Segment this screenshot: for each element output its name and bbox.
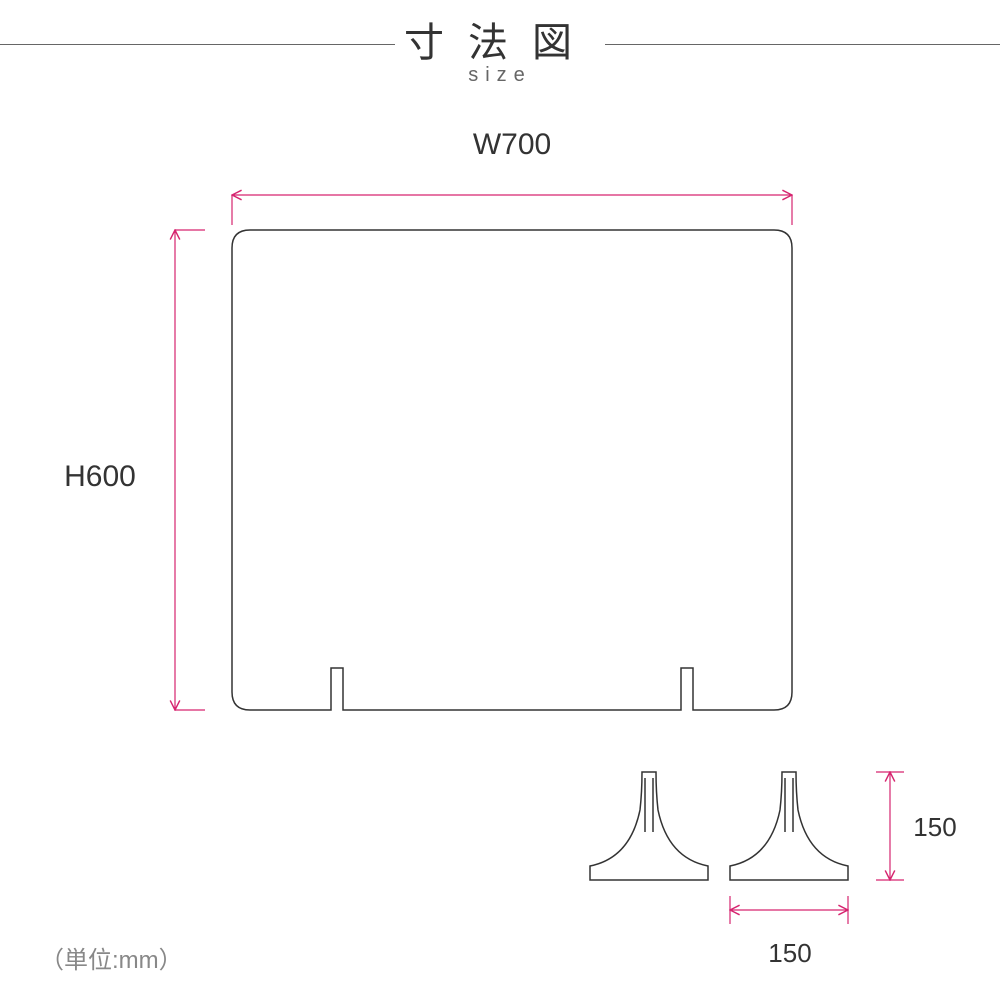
diagram-svg [0,0,1000,1000]
foot-2 [730,772,848,880]
panel-outline [232,230,792,710]
height-dimension [175,230,205,710]
foot-height-dimension [876,772,904,880]
foot-width-dimension [730,896,848,924]
width-dimension [232,195,792,225]
foot-1 [590,772,708,880]
diagram-canvas: 寸法図 size W700 H600 150 150 （単位:mm） [0,0,1000,1000]
